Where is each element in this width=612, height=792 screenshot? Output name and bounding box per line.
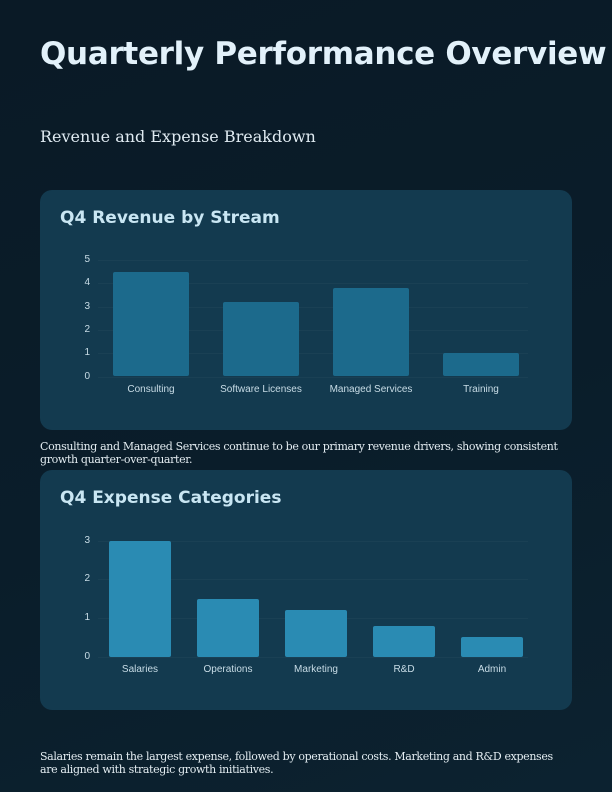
x-axis-label: R&D bbox=[393, 664, 415, 675]
revenue-chart-title: Q4 Revenue by Stream bbox=[60, 208, 280, 228]
x-axis-label: Consulting bbox=[127, 384, 175, 395]
expense-chart-card: Q4 Expense Categories 0 1 2 3 Salaries Operat… bbox=[40, 470, 572, 710]
y-axis-tick: 3 bbox=[84, 534, 90, 546]
gridline bbox=[98, 657, 528, 658]
bar[interactable] bbox=[109, 540, 171, 657]
gridline bbox=[98, 377, 528, 378]
y-axis-tick: 5 bbox=[84, 254, 90, 265]
x-axis-label: Operations bbox=[203, 664, 253, 675]
bar[interactable] bbox=[285, 610, 347, 657]
x-axis-label: Training bbox=[463, 384, 499, 395]
y-axis-tick: 4 bbox=[84, 277, 90, 289]
bar[interactable] bbox=[373, 625, 435, 657]
y-axis-tick: 0 bbox=[84, 370, 90, 382]
expense-note: Salaries remain the largest expense, fol… bbox=[40, 750, 553, 776]
expense-bar-chart: 0 1 2 3 Salaries Operations Marketing R&D Admin bbox=[40, 470, 572, 710]
gridline bbox=[98, 260, 528, 261]
y-axis-tick: 2 bbox=[84, 573, 90, 585]
x-axis-label: Marketing bbox=[294, 664, 338, 675]
x-axis-label: Admin bbox=[477, 664, 507, 675]
revenue-bar-chart: 0 1 2 3 4 5 Consulting Software Licenses Managed… bbox=[40, 190, 572, 430]
y-axis-tick: 1 bbox=[84, 347, 90, 359]
page-subtitle: Revenue and Expense Breakdown bbox=[40, 127, 316, 146]
x-axis-label: Salaries bbox=[121, 664, 159, 675]
page-title: Quarterly Performance Overview bbox=[40, 36, 607, 72]
bar[interactable] bbox=[443, 353, 519, 377]
y-axis-tick: 3 bbox=[84, 300, 90, 312]
y-axis-tick: 1 bbox=[84, 612, 90, 624]
expense-chart-title: Q4 Expense Categories bbox=[60, 488, 282, 508]
revenue-chart-card: Q4 Revenue by Stream 0 1 2 3 4 5 Consulting Sof… bbox=[40, 190, 572, 430]
y-axis-tick: 0 bbox=[84, 650, 90, 662]
bar[interactable] bbox=[197, 598, 259, 657]
revenue-note: Consulting and Managed Services continue… bbox=[40, 440, 558, 466]
bar[interactable] bbox=[113, 271, 189, 377]
bar[interactable] bbox=[461, 637, 523, 657]
y-axis-tick: 2 bbox=[84, 323, 90, 335]
x-axis-label: Managed Services bbox=[329, 384, 413, 395]
bar[interactable] bbox=[333, 287, 409, 377]
bar[interactable] bbox=[223, 301, 299, 377]
x-axis-label: Software Licenses bbox=[220, 384, 302, 395]
